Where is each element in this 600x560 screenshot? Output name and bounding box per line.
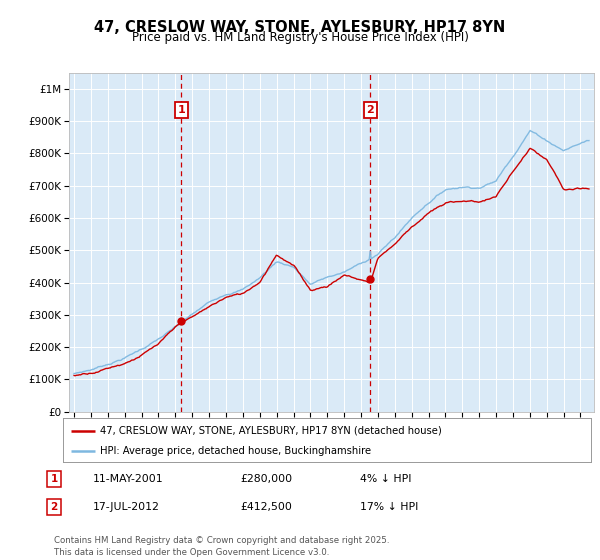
Text: 17-JUL-2012: 17-JUL-2012 xyxy=(93,502,160,512)
Text: £280,000: £280,000 xyxy=(240,474,292,484)
Text: Price paid vs. HM Land Registry's House Price Index (HPI): Price paid vs. HM Land Registry's House … xyxy=(131,31,469,44)
Text: 1: 1 xyxy=(178,105,185,115)
Text: Contains HM Land Registry data © Crown copyright and database right 2025.
This d: Contains HM Land Registry data © Crown c… xyxy=(54,536,389,557)
Text: HPI: Average price, detached house, Buckinghamshire: HPI: Average price, detached house, Buck… xyxy=(100,446,371,456)
Text: 47, CRESLOW WAY, STONE, AYLESBURY, HP17 8YN: 47, CRESLOW WAY, STONE, AYLESBURY, HP17 … xyxy=(94,20,506,35)
Text: £412,500: £412,500 xyxy=(240,502,292,512)
Text: 17% ↓ HPI: 17% ↓ HPI xyxy=(360,502,418,512)
Text: 47, CRESLOW WAY, STONE, AYLESBURY, HP17 8YN (detached house): 47, CRESLOW WAY, STONE, AYLESBURY, HP17 … xyxy=(100,426,442,436)
Text: 1: 1 xyxy=(50,474,58,484)
Text: 4% ↓ HPI: 4% ↓ HPI xyxy=(360,474,412,484)
Text: 2: 2 xyxy=(366,105,374,115)
Text: 2: 2 xyxy=(50,502,58,512)
Text: 11-MAY-2001: 11-MAY-2001 xyxy=(93,474,164,484)
